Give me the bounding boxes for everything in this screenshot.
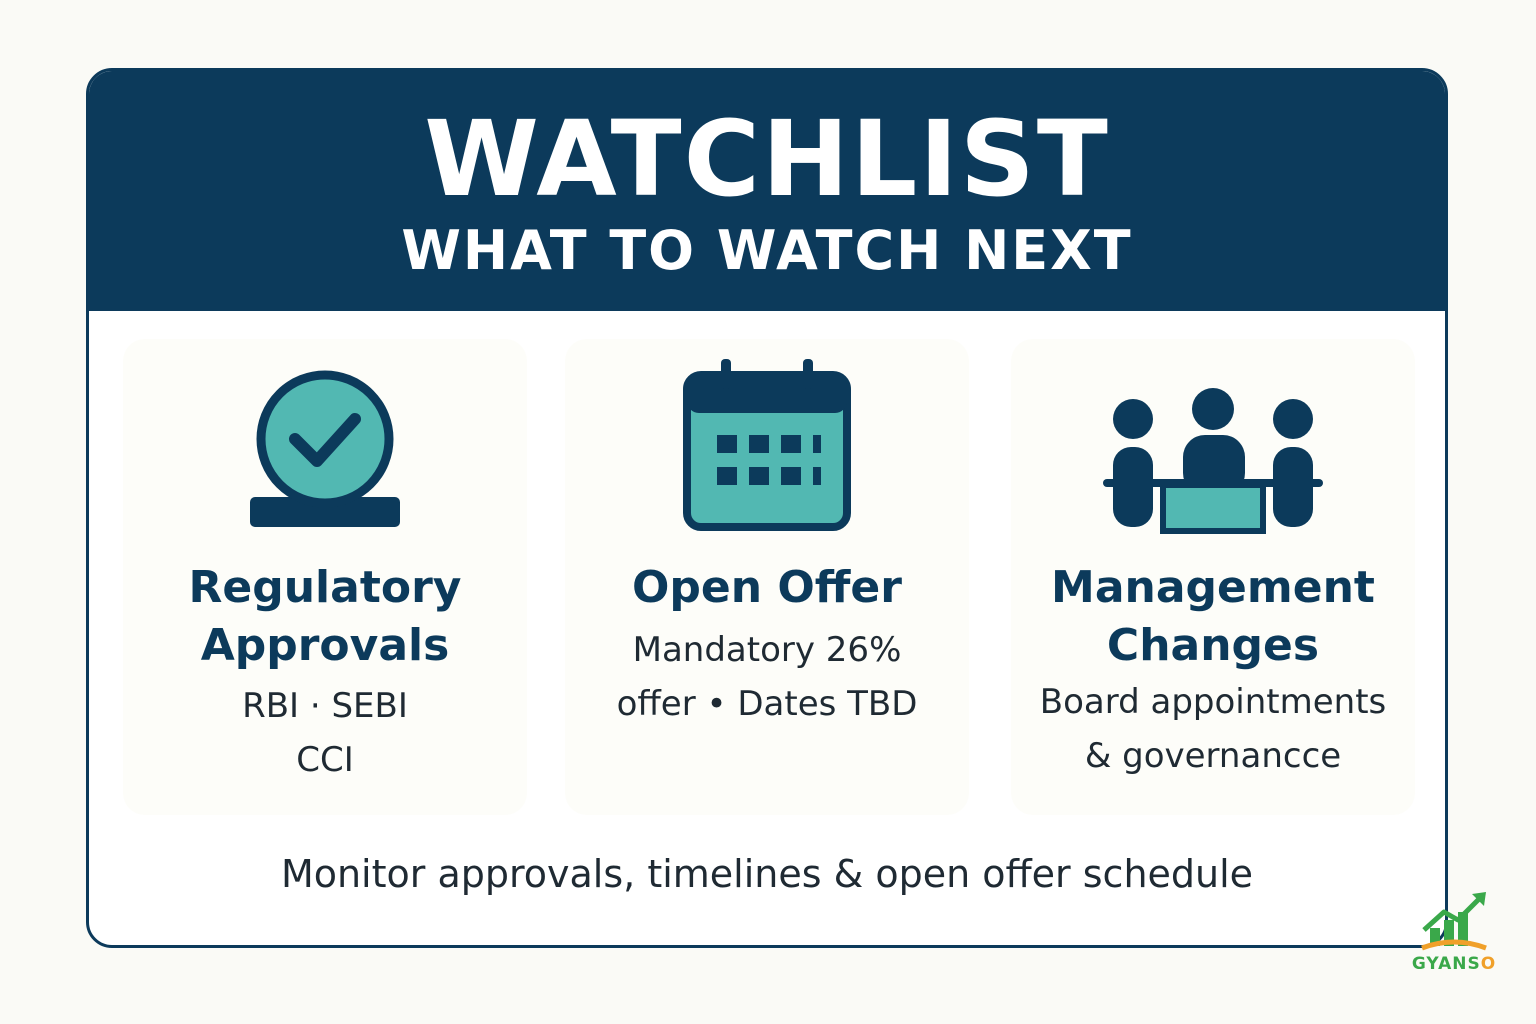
card-management-changes: Management Changes Board appointments & … <box>1011 339 1415 815</box>
page-title: WATCHLIST <box>424 98 1110 220</box>
card-open-offer: Open Offer Mandatory 26% offer • Dates T… <box>565 339 969 815</box>
card-description: Board appointments & governancce <box>1039 682 1387 776</box>
card-description: RBI · SEBI CCI <box>242 686 408 780</box>
footer-note: Monitor approvals, timelines & open offe… <box>280 852 1254 896</box>
card-regulatory-approvals: Regulatory Approvals RBI · SEBI CCI <box>123 339 527 815</box>
watchlist-panel: WATCHLIST WHAT TO WATCH NEXT Regulatory … <box>86 68 1448 948</box>
page-subtitle: WHAT TO WATCH NEXT <box>401 219 1133 282</box>
brand-logo: GYANSO <box>1404 890 1504 980</box>
growth-chart-logo-icon <box>1421 892 1487 951</box>
card-title: Regulatory Approvals <box>188 562 462 671</box>
meeting-people-icon <box>1011 339 1415 539</box>
approval-check-icon <box>123 339 527 539</box>
card-description: Mandatory 26% offer • Dates TBD <box>616 630 918 724</box>
card-title: Open Offer <box>632 562 902 613</box>
header-banner: WATCHLIST WHAT TO WATCH NEXT <box>89 71 1445 311</box>
calendar-icon <box>565 339 969 539</box>
brand-name: GYANSO <box>1411 954 1497 974</box>
card-title: Management Changes <box>1051 562 1375 671</box>
